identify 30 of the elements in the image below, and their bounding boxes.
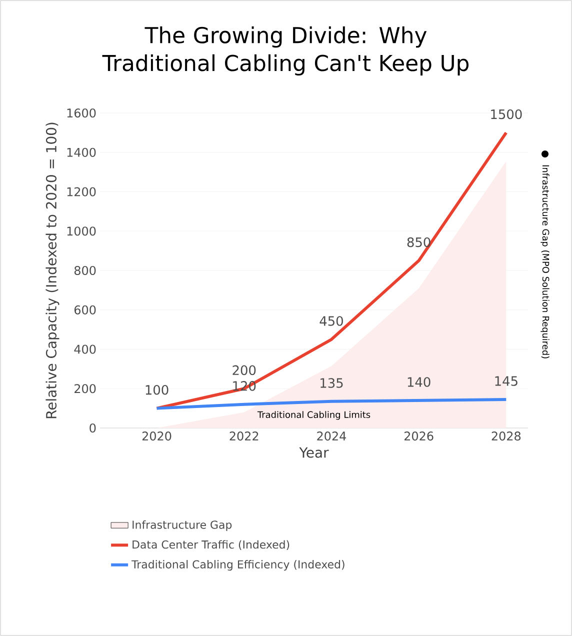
y-tick-label: 1400 [67,148,96,157]
data-label: 450 [320,316,343,326]
y-tick-label: 0 [90,423,96,433]
data-label: 145 [495,376,518,386]
legend-label: Data Center Traffic (Indexed) [132,540,290,550]
y-axis-title: Relative Capacity (Indexed to 2020 = 100) [46,122,60,418]
y-tick-label: 800 [74,266,96,276]
legend-label: Traditional Cabling Efficiency (Indexed) [132,560,344,571]
y-tick-label: 600 [74,305,96,314]
y-tick-label: 200 [74,384,96,394]
y-tick-label: 1200 [67,187,96,196]
chart-title: The Growing Divide: Why Traditional Cabling Can't Keep Up [102,26,469,76]
x-tick-label: 2020 [142,432,172,441]
x-tick-label: 2024 [317,432,346,441]
x-tick-label: 2026 [404,432,434,441]
data-label: 850 [407,237,430,248]
data-label: 200 [232,365,256,376]
y-tick-label: 400 [74,344,96,354]
data-label: 100 [146,385,168,395]
data-label: 140 [408,377,430,387]
y-tick-label: 1600 [67,108,96,118]
annotation: Traditional Cabling Limits [257,411,370,420]
x-axis-title: Year [299,447,329,458]
x-tick-label: 2022 [230,432,258,441]
data-label: 135 [320,378,343,388]
y-tick-label: 1000 [67,226,96,236]
x-tick-label: 2028 [492,432,521,441]
data-label: 1500 [491,109,522,120]
legend-label: Infrastructure Gap [132,520,232,531]
text: Infrastructure Gap (MPO Solution Required) [540,165,550,358]
